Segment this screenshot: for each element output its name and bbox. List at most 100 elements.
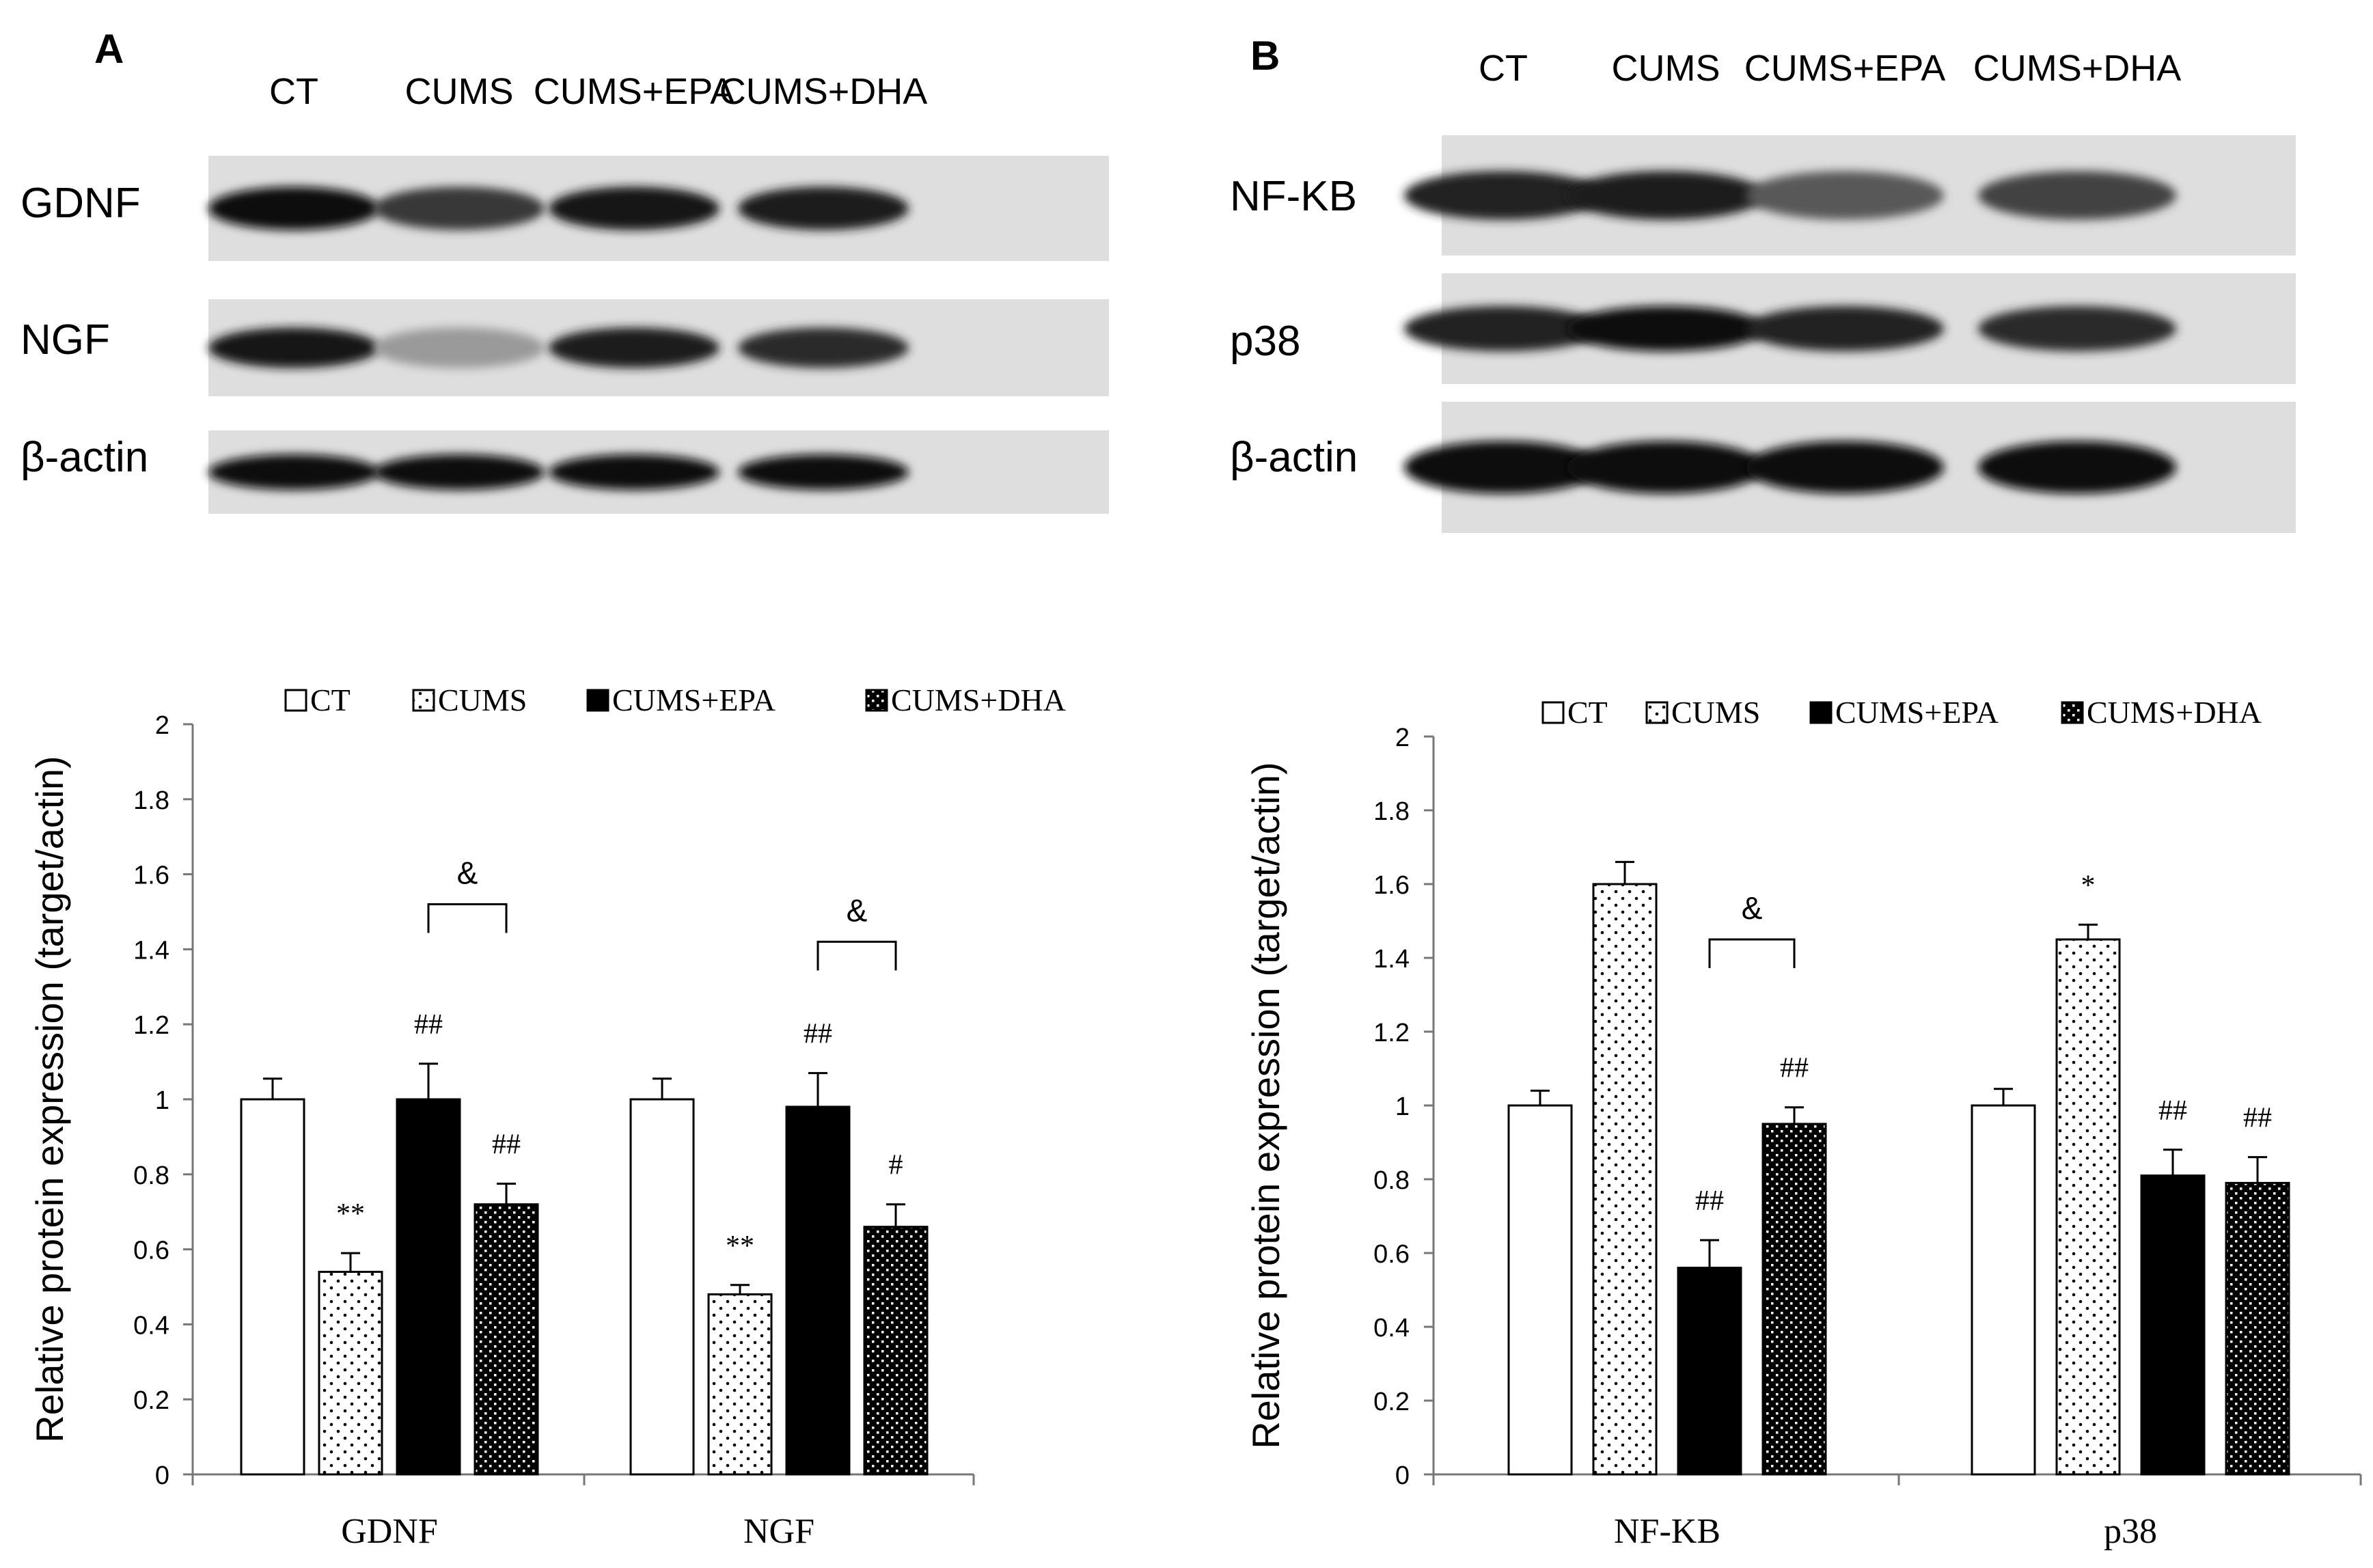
y-tick-label: 0.4	[133, 1311, 169, 1340]
comparison-bracket	[1708, 938, 1796, 968]
legend-swatch-ct	[284, 689, 307, 712]
legend-swatch-cums-dha	[2061, 701, 2084, 724]
bar-nf-kb-ct	[1507, 1104, 1573, 1476]
y-tick-label: 0.8	[1373, 1166, 1410, 1195]
significance-mark: ##	[804, 1019, 832, 1050]
blot-band-beta-actin-ct	[208, 454, 379, 490]
blot-band-p38-cums-dha	[1978, 305, 2176, 352]
legend-label-cums-dha: CUMS+DHA	[2087, 695, 2262, 730]
significance-mark: **	[336, 1198, 365, 1230]
bar-ngf-cums-epa	[785, 1105, 851, 1476]
bar-nf-kb-cums-epa	[1677, 1267, 1742, 1476]
y-tick-label: 0.2	[133, 1386, 169, 1415]
y-tick-label: 1.2	[133, 1011, 169, 1040]
lane-label-ct: CT	[1479, 48, 1528, 89]
blot-band-ngf-ct	[208, 327, 379, 368]
y-axis-label: Relative protein expression (target/acti…	[28, 756, 71, 1442]
bracket-mark: &	[457, 855, 478, 891]
significance-mark: ##	[2243, 1103, 2272, 1134]
y-axis-label: Relative protein expression (target/acti…	[1244, 762, 1287, 1448]
blot-band-gdnf-cums-dha	[738, 187, 909, 230]
y-tick-label: 1	[155, 1086, 169, 1115]
legend-swatch-cums	[412, 689, 435, 712]
bar-gdnf-cums-epa	[396, 1098, 461, 1476]
y-tick-label: 1	[1395, 1092, 1410, 1121]
bar-gdnf-ct	[240, 1098, 305, 1476]
bar-p38-ct	[1971, 1104, 2036, 1476]
significance-mark: #	[889, 1150, 903, 1181]
chart-b: 0 0.2 0.4 0.6 0.8 1 1.2 1.4 1.6 1.8 2 Relative prot…	[1244, 695, 2362, 1551]
blot-band-beta-actin-cums-epa	[1746, 441, 1944, 494]
y-tick-label: 1.4	[133, 936, 169, 965]
bar-gdnf-cums	[318, 1271, 383, 1476]
legend-swatch-cums-dha	[865, 689, 888, 712]
blot-band-gdnf-cums-epa	[549, 187, 719, 230]
significance-mark: ##	[1695, 1185, 1724, 1217]
blot-band-p38-cums	[1567, 305, 1765, 352]
blot-row-label-nf-kb: NF-KB	[1230, 173, 1357, 220]
category-label-p38: p38	[2104, 1512, 2157, 1551]
panel-letter: A	[94, 26, 124, 72]
category-label-nf-kb: NF-KB	[1614, 1512, 1720, 1551]
bar-ngf-cums-dha	[863, 1226, 929, 1476]
blot-row-label-beta-actin: β-actin	[20, 434, 148, 481]
blot-panel-b: B CT CUMS CUMS+EPA CUMS+DHA NF-KB p38 β-actin	[1230, 33, 2296, 533]
y-tick-label: 0	[1395, 1461, 1410, 1490]
blot-band-ngf-cums-dha	[738, 327, 909, 368]
legend-swatch-cums-epa	[1809, 701, 1833, 724]
blot-band-beta-actin-cums-dha	[738, 454, 909, 490]
legend-swatch-ct	[1541, 701, 1565, 724]
legend-label-ct: CT	[1567, 695, 1608, 730]
legend-label-cums-epa: CUMS+EPA	[612, 683, 776, 717]
lane-label-cums: CUMS	[1612, 48, 1720, 89]
category-label-gdnf: GDNF	[341, 1512, 438, 1551]
chart-a: 0 0.2 0.4 0.6 0.8 1 1.2 1.4 1.6 1.8 2 Relative prot…	[28, 683, 1066, 1551]
blot-band-beta-actin-cums-epa	[549, 454, 719, 490]
lane-label-cums-epa: CUMS+EPA	[534, 71, 735, 112]
bracket-mark: &	[1742, 890, 1763, 926]
significance-mark: *	[2081, 870, 2096, 901]
bar-nf-kb-cums-dha	[1761, 1123, 1827, 1476]
bar-nf-kb-cums	[1592, 883, 1658, 1476]
y-tick-label: 0	[155, 1461, 169, 1490]
blot-band-beta-actin-cums-dha	[1978, 441, 2176, 494]
y-tick-label: 1.8	[133, 786, 169, 815]
y-tick-label: 0.4	[1373, 1314, 1410, 1343]
comparison-bracket	[427, 903, 508, 933]
blot-band-gdnf-ct	[208, 187, 379, 230]
blot-band-p38-ct	[1404, 305, 1602, 352]
bar-gdnf-cums-dha	[474, 1203, 539, 1476]
blot-band-gdnf-cums	[374, 187, 545, 230]
blot-band-nf-kb-ct	[1404, 171, 1602, 220]
y-tick-label: 2	[155, 711, 169, 740]
legend-swatch-cums-epa	[586, 689, 609, 712]
y-tick-label: 1.4	[1373, 945, 1410, 974]
blot-band-beta-actin-cums	[374, 454, 545, 490]
bar-p38-cums	[2055, 938, 2121, 1476]
legend-label-ct: CT	[310, 683, 351, 717]
blot-band-nf-kb-cums-epa	[1746, 171, 1944, 220]
y-tick-label: 1.8	[1373, 797, 1410, 826]
lane-label-ct: CT	[269, 71, 318, 112]
bar-ngf-cums	[707, 1293, 773, 1476]
y-tick-label: 0.6	[1373, 1240, 1410, 1269]
legend-label-cums: CUMS	[1671, 695, 1760, 730]
significance-mark: ##	[492, 1129, 521, 1161]
legend-label-cums-epa: CUMS+EPA	[1835, 695, 1999, 730]
y-tick-label: 1.6	[133, 862, 169, 890]
blot-band-ngf-cums-epa	[549, 327, 719, 368]
bar-p38-cums-dha	[2225, 1181, 2290, 1476]
y-tick-label: 1.6	[1373, 871, 1410, 900]
y-tick-label: 0.6	[133, 1237, 169, 1265]
category-label-ngf: NGF	[743, 1512, 814, 1551]
blot-band-ngf-cums	[374, 327, 545, 368]
comparison-bracket	[817, 940, 897, 971]
bar-charts: 0 0.2 0.4 0.6 0.8 1 1.2 1.4 1.6 1.8 2 Relative prot…	[28, 683, 2362, 1551]
blot-band-nf-kb-cums-dha	[1978, 171, 2176, 220]
lane-label-cums: CUMS	[405, 71, 514, 112]
legend-label-cums-dha: CUMS+DHA	[891, 683, 1066, 717]
lane-label-cums-dha: CUMS+DHA	[1973, 48, 2182, 89]
